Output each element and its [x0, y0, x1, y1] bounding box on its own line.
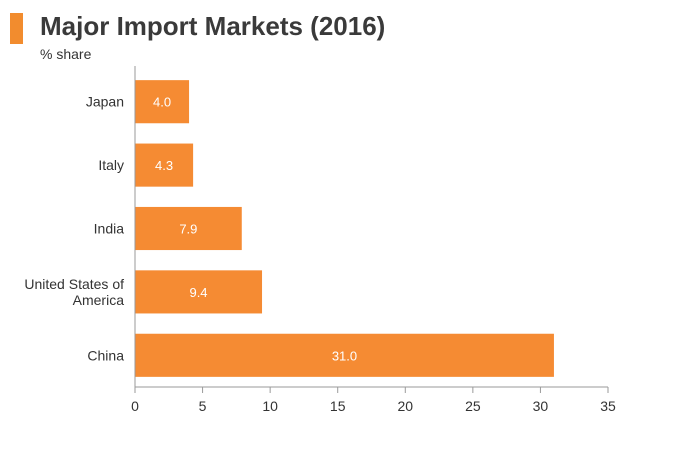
title-accent-bar — [10, 13, 23, 44]
data-label-1: 4.3 — [155, 158, 173, 173]
category-label-2: India — [94, 221, 125, 237]
x-tick-label-1: 5 — [199, 398, 207, 414]
chart-subtitle: % share — [40, 46, 92, 62]
data-label-3: 9.4 — [189, 285, 207, 300]
data-label-4: 31.0 — [332, 348, 357, 363]
category-label-0: Japan — [86, 94, 124, 110]
x-tick-label-4: 20 — [397, 398, 413, 414]
bar-0 — [135, 80, 190, 124]
data-label-2: 7.9 — [179, 222, 197, 237]
x-tick-label-7: 35 — [600, 398, 616, 414]
x-tick-label-0: 0 — [131, 398, 139, 414]
bar-1 — [135, 143, 194, 187]
bar-2 — [135, 206, 242, 251]
data-label-0: 4.0 — [153, 95, 171, 110]
x-tick-label-6: 30 — [533, 398, 549, 414]
chart-title: Major Import Markets (2016) — [40, 11, 386, 41]
x-tick-label-2: 10 — [262, 398, 278, 414]
x-tick-label-5: 25 — [465, 398, 481, 414]
bar-3 — [135, 270, 263, 314]
x-tick-label-3: 15 — [330, 398, 346, 414]
category-label-1: Italy — [98, 157, 124, 173]
category-label-4: China — [87, 347, 124, 363]
bar-4 — [135, 333, 554, 377]
category-label-3: United States of America — [24, 276, 124, 308]
